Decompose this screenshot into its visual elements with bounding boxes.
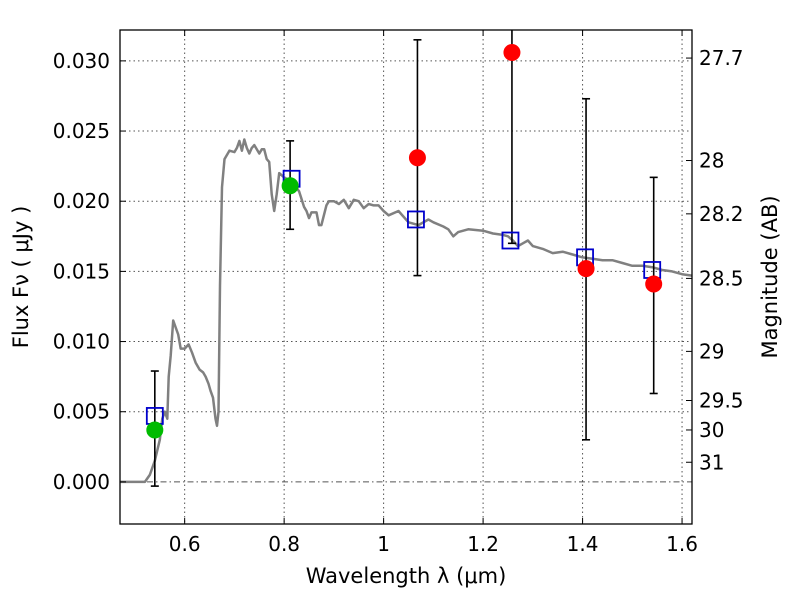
y-tick-label: 0.010: [53, 330, 110, 354]
y2-tick-label: 31: [699, 450, 724, 474]
axis-ticks: 0.6 0.8 1 1.2 1.4 1.6 0.000 0.005 0.010 0.015 0.02…: [53, 30, 744, 556]
x-tick-label: 1.6: [666, 532, 698, 556]
x-tick-label: 1: [377, 532, 390, 556]
y2-axis-label: Magnitude (AB): [758, 195, 782, 358]
y2-tick-label: 28.5: [699, 266, 744, 290]
observed-flux-point: [577, 260, 595, 278]
plot-frame: [119, 29, 693, 525]
y-tick-label: 0.005: [53, 400, 110, 424]
y2-tick-label: 29.5: [699, 389, 744, 413]
y-axis-label: Flux Fν ( μJy ): [9, 206, 33, 349]
y-tick-label: 0.030: [53, 49, 110, 73]
x-tick-label: 0.8: [268, 532, 300, 556]
model-spectrum-line: [120, 138, 692, 484]
observed-flux-point: [408, 149, 426, 167]
y-tick-label: 0.025: [53, 119, 110, 143]
x-tick-label: 1.4: [567, 532, 599, 556]
y2-tick-label: 27.7: [699, 46, 744, 70]
y-tick-label: 0.000: [53, 470, 110, 494]
y2-tick-label: 28.2: [699, 202, 744, 226]
y2-tick-label: 28: [699, 149, 724, 173]
detection-point: [281, 177, 299, 195]
x-axis-label: Wavelength λ (μm): [306, 564, 507, 588]
y2-tick-label: 29: [699, 339, 724, 363]
plot-area: [120, 30, 692, 487]
y-tick-label: 0.015: [53, 259, 110, 283]
observed-flux-point: [645, 275, 663, 293]
x-tick-label: 0.6: [169, 532, 201, 556]
model-flux-square: [501, 231, 520, 250]
x-tick-label: 1.2: [467, 532, 499, 556]
y-tick-label: 0.020: [53, 189, 110, 213]
y2-tick-label: 30: [699, 418, 724, 442]
model-flux-square: [407, 210, 425, 229]
detection-point: [146, 421, 164, 439]
observed-flux-point: [503, 43, 521, 61]
